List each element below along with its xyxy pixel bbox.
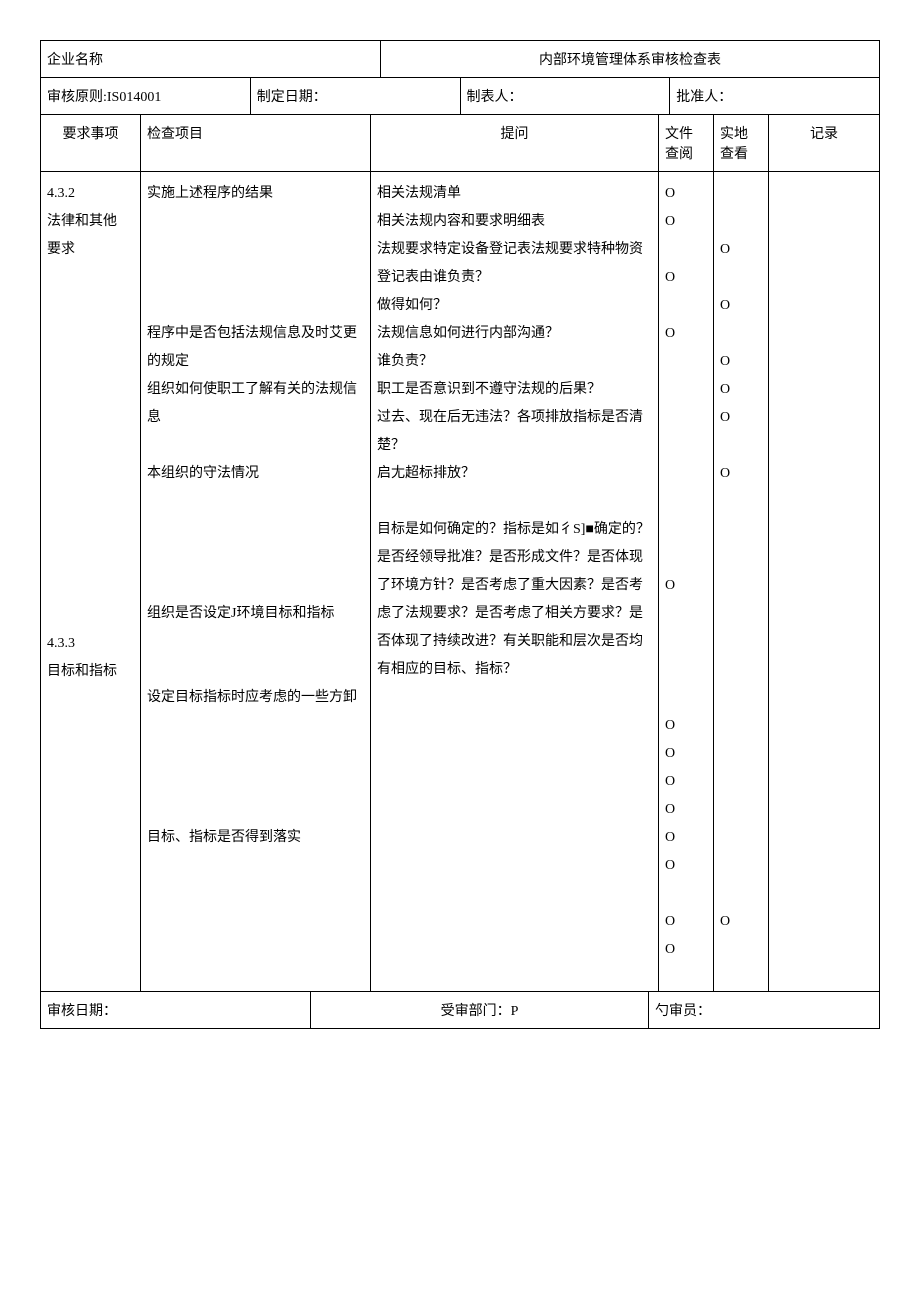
mark-circle: O — [720, 292, 762, 320]
check-item: 组织是否设定J环境目标和指标 — [147, 600, 364, 628]
question-item: 过去、现在后无违法？各项排放指标是否清楚？ — [377, 404, 652, 460]
question-item: 法规信息如何进行内部沟通？ — [377, 320, 652, 348]
mark-circle: O — [665, 264, 707, 292]
req-432-title-a: 法律和其他 — [47, 208, 134, 236]
col-record: 记录 — [769, 115, 879, 171]
auditor-label: 勺审员： — [649, 992, 879, 1028]
col-doc-review-a: 文件 — [665, 123, 707, 143]
req-433-no: 4.3.3 — [47, 630, 134, 658]
mark-circle: O — [665, 180, 707, 208]
footer-row: 审核日期： 受审部门：P 勺审员： — [41, 992, 879, 1028]
mark-circle: O — [665, 572, 707, 600]
mark-circle: O — [665, 712, 707, 740]
doc-review-column: O O O O O O O O O O O — [659, 172, 714, 991]
question-item: 做得如何？ — [377, 292, 652, 320]
mark-circle: O — [665, 908, 707, 936]
meta-row: 审核原则:IS014001 制定日期： 制表人： 批准人： — [41, 78, 879, 115]
preparer-label: 制表人： — [461, 78, 671, 114]
check-column: 实施上述程序的结果 程序中是否包括法规信息及时艾更的规定 组织如何使职工了解有关… — [141, 172, 371, 991]
col-onsite: 实地 查看 — [714, 115, 769, 171]
question-item: 谁负责？ — [377, 348, 652, 376]
req-432-no: 4.3.2 — [47, 180, 134, 208]
mark-circle: O — [665, 852, 707, 880]
col-onsite-a: 实地 — [720, 123, 762, 143]
column-header-row: 要求事项 检查项目 提问 文件 查阅 实地 查看 记录 — [41, 115, 879, 172]
mark-circle: O — [665, 320, 707, 348]
mark-circle: O — [720, 348, 762, 376]
col-check: 检查项目 — [141, 115, 371, 171]
onsite-column: O O O O O O O — [714, 172, 769, 991]
req-433: 4.3.3 目标和指标 — [47, 630, 134, 686]
mark-circle: O — [665, 740, 707, 768]
question-item: 法规要求特定设备登记表法规要求特种物资登记表由谁负责？ — [377, 236, 652, 292]
audit-date-label: 审核日期： — [41, 992, 311, 1028]
req-433-title-a: 目标和指标 — [47, 658, 134, 686]
mark-circle: O — [720, 908, 762, 936]
title-row: 企业名称 内部环境管理体系审核检查表 — [41, 41, 879, 78]
approver-label: 批准人： — [670, 78, 879, 114]
mark-circle: O — [665, 768, 707, 796]
question-item: 目标是如何确定的？指标是如彳S]■确定的？是否经领导批准？是否形成文件？是否体现… — [377, 516, 652, 684]
req-column: 4.3.2 法律和其他 要求 4.3.3 目标和指标 — [41, 172, 141, 991]
check-item: 本组织的守法情况 — [147, 460, 364, 488]
dept-label: 受审部门：P — [311, 992, 649, 1028]
col-onsite-b: 查看 — [720, 143, 762, 163]
col-req: 要求事项 — [41, 115, 141, 171]
mark-circle: O — [720, 236, 762, 264]
req-432-title-b: 要求 — [47, 236, 134, 264]
audit-checklist-form: 企业名称 内部环境管理体系审核检查表 审核原则:IS014001 制定日期： 制… — [40, 40, 880, 1029]
check-item: 程序中是否包括法规信息及时艾更的规定 — [147, 320, 364, 376]
mark-circle: O — [720, 376, 762, 404]
question-item: 职工是否意识到不遵守法规的后果？ — [377, 376, 652, 404]
made-date-label: 制定日期： — [251, 78, 461, 114]
company-name-label: 企业名称 — [41, 41, 381, 77]
col-doc-review: 文件 查阅 — [659, 115, 714, 171]
audit-principle: 审核原则:IS014001 — [41, 78, 251, 114]
mark-circle: O — [665, 824, 707, 852]
check-item: 组织如何使职工了解有关的法规信息 — [147, 376, 364, 432]
mark-circle: O — [665, 208, 707, 236]
question-item: 相关法规清单 — [377, 180, 652, 208]
question-item: 启尢超标排放？ — [377, 460, 652, 488]
mark-circle: O — [665, 796, 707, 824]
check-item: 设定目标指标时应考虑的一些方卸 — [147, 684, 364, 712]
mark-circle: O — [720, 404, 762, 432]
record-column — [769, 172, 879, 991]
form-title: 内部环境管理体系审核检查表 — [381, 41, 879, 77]
check-item: 实施上述程序的结果 — [147, 180, 364, 208]
req-432: 4.3.2 法律和其他 要求 — [47, 180, 134, 264]
check-item: 目标、指标是否得到落实 — [147, 824, 364, 852]
col-doc-review-b: 查阅 — [665, 143, 707, 163]
question-item: 相关法规内容和要求明细表 — [377, 208, 652, 236]
col-question: 提问 — [371, 115, 659, 171]
question-column: 相关法规清单 相关法规内容和要求明细表 法规要求特定设备登记表法规要求特种物资登… — [371, 172, 659, 991]
mark-circle: O — [665, 936, 707, 964]
body-row: 4.3.2 法律和其他 要求 4.3.3 目标和指标 实施上述程序的结果 程序中… — [41, 172, 879, 992]
mark-circle: O — [720, 460, 762, 488]
